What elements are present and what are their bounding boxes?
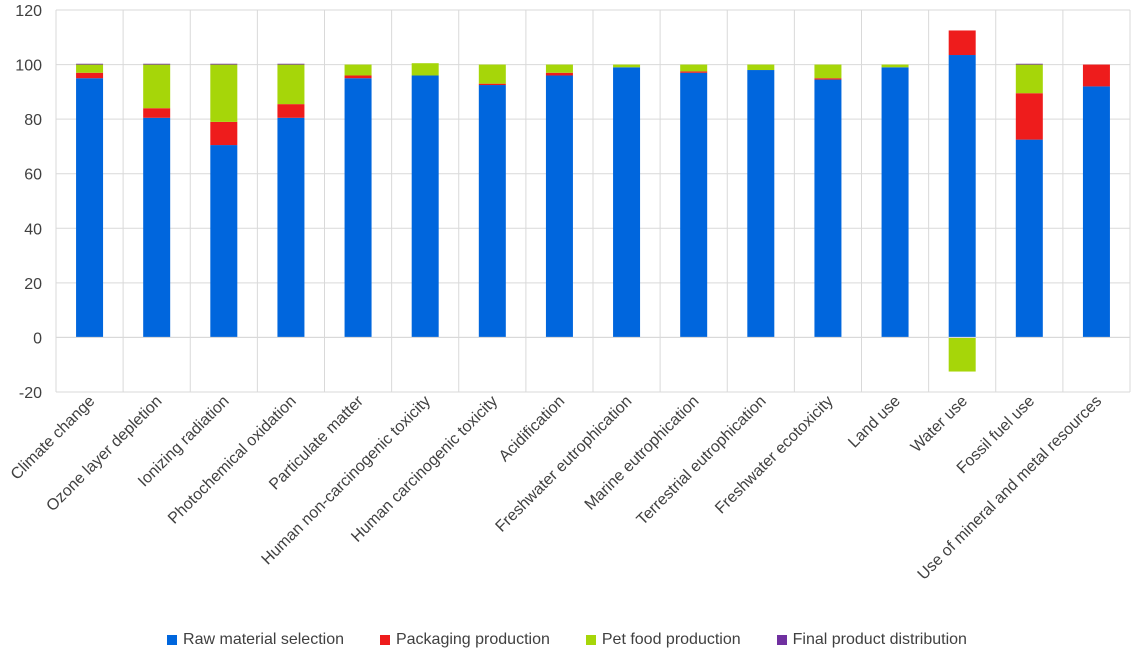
bar-segment (344, 75, 372, 79)
bar-segment (76, 64, 104, 73)
x-tick-label: Freshwater eutrophication (493, 393, 636, 536)
bar-segment (344, 78, 372, 338)
y-tick-label: -20 (19, 385, 42, 402)
bar-segment (277, 63, 305, 65)
legend-swatch-distribution (776, 634, 787, 645)
bar-segment (747, 70, 775, 338)
bar-segment (1082, 64, 1110, 87)
x-tick-label: Ozone layer depletion (43, 393, 165, 515)
bar-segment (478, 83, 506, 86)
x-tick-label: Acidification (496, 393, 568, 465)
bar-segment (478, 85, 506, 338)
bar-segment (1015, 93, 1043, 140)
bar-segment (948, 337, 976, 372)
bar-segment (680, 71, 708, 73)
x-tick-label: Water use (908, 393, 971, 456)
bar-segment (277, 117, 305, 338)
bar-segment (210, 145, 238, 338)
bar-segment (545, 75, 573, 338)
chart-legend: Raw material selection Packaging product… (0, 630, 1134, 649)
bar-segment (210, 121, 238, 146)
legend-swatch-raw-material (167, 634, 178, 645)
bar-segment (948, 30, 976, 56)
x-tick-label: Freshwater ecotoxicity (712, 393, 837, 518)
legend-label-distribution: Final product distribution (792, 630, 967, 648)
bar-segment (613, 67, 641, 338)
bar-segment (814, 79, 842, 338)
bar-segment (277, 104, 305, 118)
bar-segment (76, 72, 104, 79)
bar-segment (814, 78, 842, 80)
bar-segment (814, 64, 842, 79)
bar-segment (210, 64, 238, 122)
bar-segment (545, 64, 573, 73)
bar-segment (948, 55, 976, 338)
legend-item-raw-material: Raw material selection (167, 631, 344, 649)
bar-segment (76, 78, 104, 338)
bar-segment (143, 64, 171, 109)
x-tick-label: Photochemical oxidation (165, 393, 300, 528)
legend-swatch-packaging (379, 634, 390, 645)
bar-segment (210, 63, 238, 65)
bar-segment (277, 64, 305, 105)
y-tick-label: 40 (24, 221, 42, 238)
y-tick-label: 20 (24, 276, 42, 293)
bar-segment (881, 64, 909, 68)
x-tick-label: Land use (845, 393, 904, 452)
bar-segment (143, 117, 171, 338)
legend-item-pet-food: Pet food production (585, 630, 741, 649)
x-tick-label: Terrestrial eutrophication (634, 393, 770, 529)
bar-segment (680, 64, 708, 72)
bar-segment (747, 64, 775, 71)
bar-segment (411, 63, 439, 76)
legend-label-pet-food: Pet food production (601, 630, 741, 648)
y-tick-label: 100 (15, 58, 42, 75)
bar-segment (881, 67, 909, 338)
legend-swatch-pet-food (585, 634, 596, 645)
legend-label-packaging: Packaging production (395, 630, 550, 648)
x-tick-label: Human carcinogenic toxicity (348, 393, 501, 546)
bar-segment (1082, 86, 1110, 338)
y-tick-label: 120 (15, 3, 42, 20)
bar-segment (76, 63, 104, 65)
bar-segment (143, 63, 171, 65)
bar-segment (1015, 139, 1043, 338)
bar-segment (1015, 63, 1043, 65)
x-tick-label: Marine eutrophication (582, 393, 703, 514)
legend-item-packaging: Packaging production (379, 630, 550, 649)
y-tick-label: 60 (24, 167, 42, 184)
bar-segment (613, 64, 641, 68)
bar-segment (1015, 64, 1043, 94)
legend-label-raw-material: Raw material selection (183, 630, 344, 648)
bar-segment (680, 72, 708, 338)
y-tick-label: 0 (33, 330, 42, 347)
bar-segment (143, 108, 171, 118)
legend-item-distribution: Final product distribution (776, 630, 967, 649)
bar-segment (411, 75, 439, 338)
bar-segment (545, 72, 573, 76)
bar-segment (478, 64, 506, 84)
bar-segment (344, 64, 372, 76)
y-tick-label: 80 (24, 112, 42, 129)
